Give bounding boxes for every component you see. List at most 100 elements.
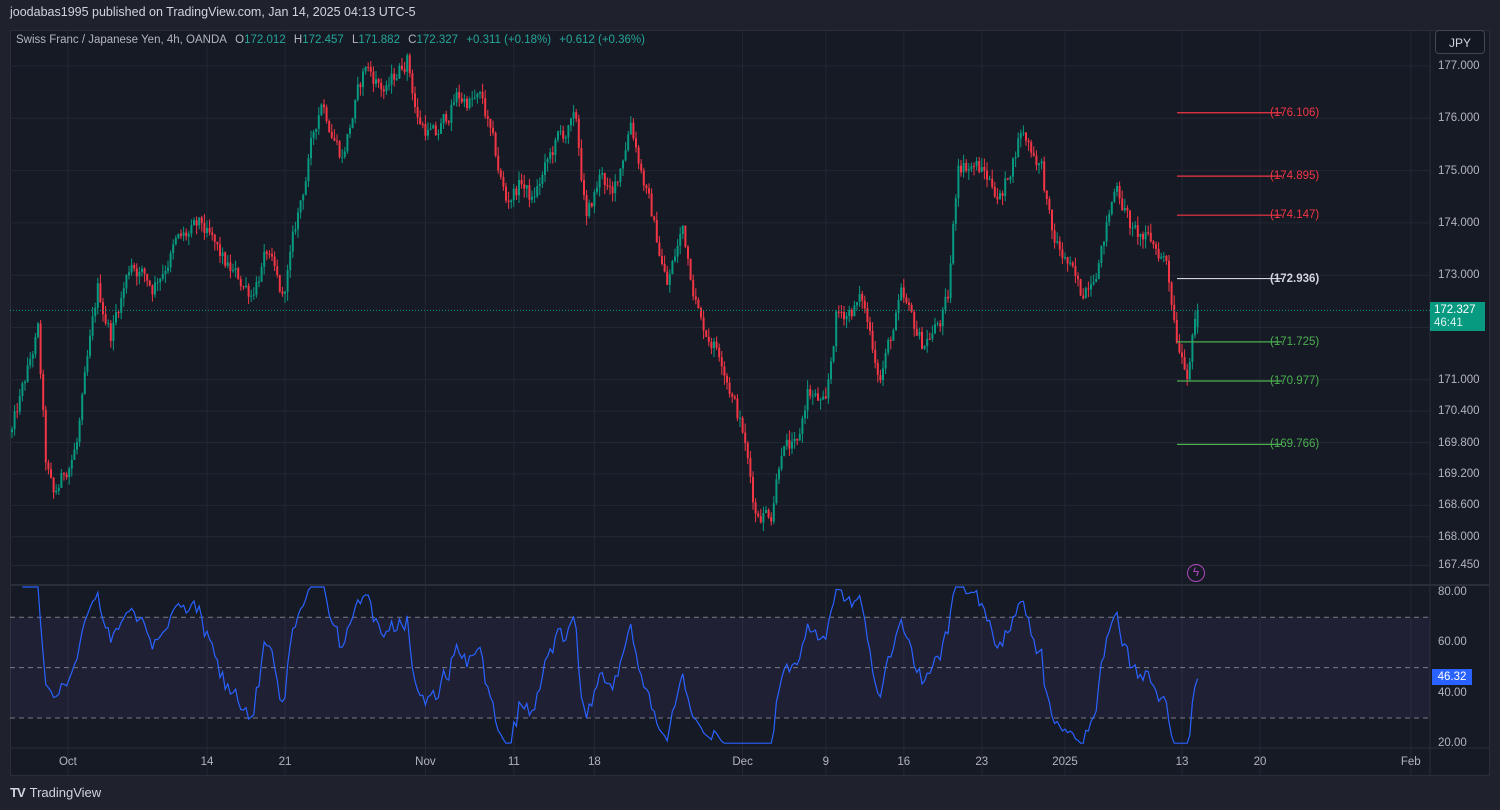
candle-body — [510, 200, 513, 203]
candle-body — [1110, 201, 1113, 214]
candle-body — [941, 309, 944, 327]
time-tick-label: 13 — [1175, 756, 1189, 768]
candle-body — [133, 265, 136, 269]
candle-body — [830, 361, 832, 380]
chart-frame[interactable] — [10, 30, 1490, 776]
candle-body — [265, 251, 268, 254]
candle-body — [1139, 234, 1142, 237]
candle-body — [801, 418, 804, 434]
candle-body — [1147, 232, 1150, 234]
candle-body — [754, 502, 757, 514]
candle-body — [983, 166, 986, 171]
time-tick-label: 2025 — [1052, 756, 1078, 768]
candle-body — [850, 309, 853, 317]
time-tick-label: Dec — [732, 756, 753, 768]
candle-body — [37, 323, 39, 337]
currency-button[interactable]: JPY — [1435, 30, 1485, 54]
candle-body — [325, 107, 328, 122]
candle-body — [408, 55, 411, 74]
candle-body — [593, 191, 596, 207]
candle-body — [863, 300, 866, 309]
candle-body — [21, 383, 24, 397]
candle-body — [70, 459, 73, 469]
level-label-support: (170.977) — [1270, 375, 1320, 387]
candle-body — [674, 256, 676, 262]
candle-body — [616, 181, 619, 183]
candle-body — [229, 262, 232, 272]
candle-body — [1053, 230, 1056, 243]
price-tick-label: 169.800 — [1438, 436, 1480, 449]
candle-body — [949, 263, 952, 299]
tradingview-logo[interactable]: TV TradingView — [10, 785, 101, 800]
candle-body — [1022, 132, 1025, 134]
candle-body — [788, 439, 791, 449]
candle-body — [770, 517, 773, 522]
candle-body — [952, 224, 955, 264]
candle-body — [55, 490, 58, 493]
candle-body — [489, 118, 492, 128]
candle-body — [580, 148, 583, 181]
candle-body — [1090, 284, 1092, 290]
candle-body — [502, 176, 505, 187]
candle-body — [663, 263, 666, 272]
candle-body — [559, 130, 562, 132]
candle-body — [1071, 262, 1074, 267]
candle-body — [936, 323, 939, 325]
candle-body — [918, 331, 921, 336]
candle-body — [1173, 304, 1176, 320]
candle-body — [783, 445, 786, 456]
candle-body — [349, 127, 351, 134]
candle-body — [557, 131, 559, 140]
candle-body — [364, 66, 367, 72]
candle-body — [848, 309, 851, 316]
candle-body — [1001, 193, 1004, 196]
candle-body — [148, 280, 151, 286]
candle-body — [819, 399, 822, 401]
candle-body — [991, 178, 994, 187]
symbol-title: Swiss Franc / Japanese Yen, 4h, OANDA — [16, 34, 227, 46]
candle-body — [702, 317, 705, 331]
level-label-resistance: (176.106) — [1270, 106, 1320, 119]
candle-body — [135, 268, 138, 277]
candle-body — [1168, 260, 1170, 283]
candle-body — [104, 314, 107, 324]
lightning-icon[interactable]: ϟ — [1187, 564, 1205, 582]
candle-body — [772, 503, 775, 522]
candle-body — [866, 308, 869, 322]
candle-body — [445, 114, 448, 122]
candle-body — [297, 212, 299, 230]
candle-body — [351, 118, 354, 128]
level-label-pivot: (172.936) — [1270, 272, 1320, 285]
candle-body — [388, 84, 390, 86]
time-tick-label: 18 — [587, 756, 601, 768]
candle-body — [271, 254, 273, 257]
candle-body — [395, 78, 398, 80]
candle-body — [76, 441, 78, 450]
candle-body — [278, 275, 281, 292]
candle-body — [1079, 279, 1082, 296]
candle-body — [1077, 275, 1079, 280]
candle-body — [661, 256, 663, 264]
candle-body — [258, 281, 260, 283]
candle-body — [1188, 361, 1191, 380]
candle-body — [1149, 232, 1152, 242]
candle-body — [715, 341, 718, 348]
level-label-support: (171.725) — [1270, 335, 1320, 348]
candle-body — [18, 396, 21, 412]
candle-body — [1058, 241, 1061, 250]
candle-body — [692, 279, 695, 297]
candle-body — [226, 262, 229, 266]
candle-body — [759, 516, 762, 523]
candle-body — [939, 323, 942, 327]
candle-body — [169, 253, 172, 268]
candle-body — [83, 372, 86, 395]
candle-body — [372, 71, 375, 84]
candle-body — [629, 122, 632, 135]
price-tick-label: 177.000 — [1438, 60, 1480, 72]
candle-body — [312, 131, 315, 139]
candle-body — [289, 251, 292, 271]
candle-body — [778, 469, 780, 480]
candle-body — [871, 330, 874, 350]
candle-body — [536, 186, 539, 197]
